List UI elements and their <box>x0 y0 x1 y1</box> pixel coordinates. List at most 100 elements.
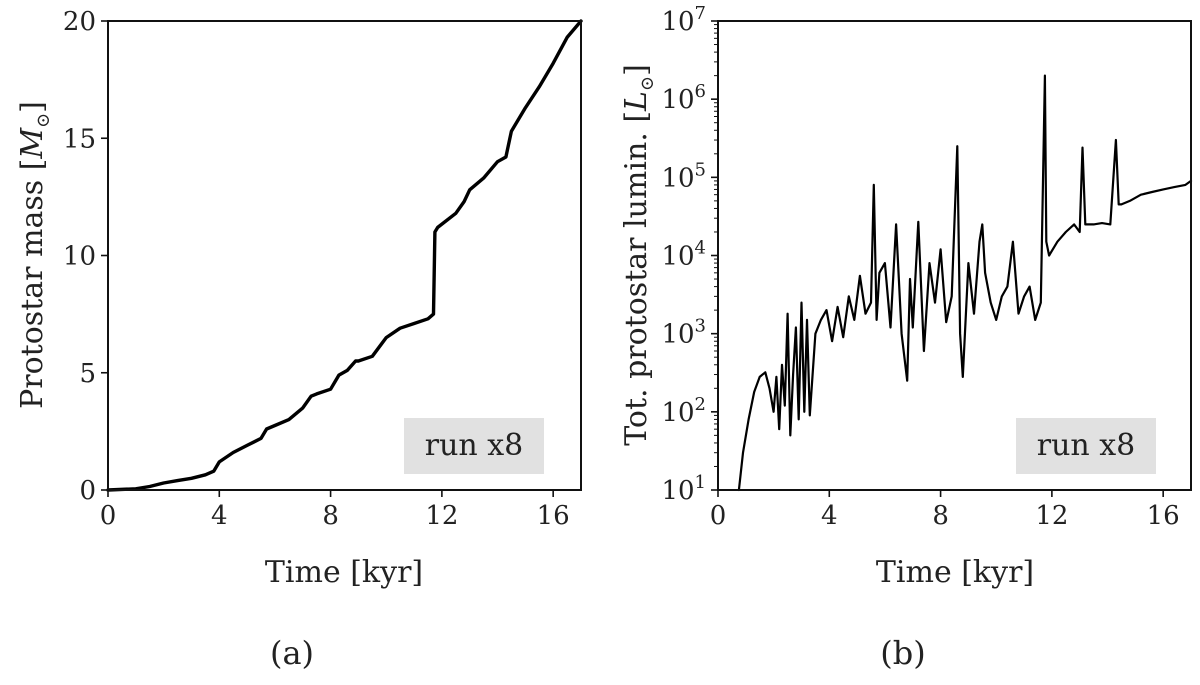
luminosity-data-point <box>864 313 867 315</box>
luminosity-data-point <box>753 391 755 393</box>
luminosity-data-point <box>787 313 789 315</box>
luminosity-data-point <box>1065 231 1067 233</box>
mass-data-point <box>204 474 206 476</box>
luminosity-data-point <box>956 145 958 147</box>
luminosity-data-point <box>809 414 811 416</box>
luminosity-data-point <box>884 262 886 264</box>
luminosity-axis-ticks: 0 4 8 12 16 101 102 103 104 105 106 107 <box>661 3 1179 531</box>
luminosity-y-tick-label: 104 <box>661 238 706 272</box>
luminosity-data-point <box>923 350 925 352</box>
luminosity-data-point <box>1017 313 1020 315</box>
luminosity-data-point <box>1140 194 1142 196</box>
luminosity-y-label-end: ] <box>619 64 654 76</box>
luminosity-data-point <box>773 411 775 413</box>
mass-legend-background <box>404 418 544 474</box>
mass-data-point <box>302 407 304 409</box>
mass-y-tick-label: 20 <box>63 7 96 37</box>
mass-data-point <box>355 360 357 362</box>
mass-data-point <box>163 482 165 484</box>
mass-data-point <box>434 231 436 233</box>
luminosity-y-axis-label: Tot. protostar lumin. [L⊙] <box>619 64 658 446</box>
luminosity-y-tick-label: 106 <box>661 81 706 115</box>
luminosity-data-point <box>984 272 986 274</box>
luminosity-data-point <box>1023 295 1025 297</box>
luminosity-x-tick-label: 16 <box>1147 501 1180 531</box>
mass-data-point <box>177 480 179 482</box>
mass-line-layer <box>106 19 583 492</box>
luminosity-x-tick-label: 8 <box>932 501 949 531</box>
luminosity-data-point <box>759 376 761 378</box>
luminosity-data-point <box>1012 241 1014 243</box>
luminosity-data-point <box>778 428 780 430</box>
luminosity-data-point <box>1101 222 1103 224</box>
luminosity-data-point <box>820 319 822 321</box>
mass-y-label-symbol: M <box>15 127 50 160</box>
luminosity-legend-background <box>1016 418 1156 474</box>
mass-x-tick-label: 4 <box>211 501 228 531</box>
mass-x-tick-label: 0 <box>100 501 117 531</box>
luminosity-data-point <box>831 340 833 342</box>
luminosity-x-axis-label: Time [kyr] <box>876 555 1034 590</box>
mass-x-tick-label: 8 <box>322 501 339 531</box>
mass-y-tick-label: 5 <box>79 359 96 389</box>
luminosity-y-label-subscript: ⊙ <box>637 76 658 91</box>
mass-data-point <box>346 369 348 371</box>
luminosity-data-point <box>959 333 961 335</box>
luminosity-data-point <box>962 376 964 378</box>
luminosity-data-point <box>764 371 766 373</box>
luminosity-data-point <box>1173 186 1175 188</box>
mass-data-point <box>496 161 499 163</box>
luminosity-data-point <box>895 223 897 225</box>
luminosity-data-point <box>859 275 861 277</box>
luminosity-y-tick-label: 105 <box>661 159 706 193</box>
luminosity-data-point <box>806 319 808 321</box>
mass-data-point <box>260 437 262 439</box>
luminosity-data-point <box>784 405 786 407</box>
mass-data-point <box>213 470 215 472</box>
luminosity-data-point <box>800 302 803 304</box>
mass-data-point <box>437 226 439 228</box>
luminosity-data-point <box>789 434 791 436</box>
mass-data-point <box>274 424 276 427</box>
luminosity-data-point <box>906 380 908 382</box>
mass-data-point <box>510 130 512 132</box>
luminosity-data-point <box>1006 286 1009 288</box>
mass-data-point <box>357 360 359 362</box>
luminosity-data-point <box>981 223 983 225</box>
luminosity-data-point <box>876 319 878 321</box>
mass-y-tick-label: 15 <box>63 124 96 154</box>
luminosity-data-point <box>848 295 850 297</box>
caption-a: (a) <box>270 634 314 672</box>
mass-x-tick-label: 16 <box>537 501 570 531</box>
luminosity-data-point <box>1079 231 1081 233</box>
mass-data-point <box>566 36 568 39</box>
luminosity-x-tick-label: 12 <box>1035 501 1068 531</box>
mass-data-point <box>266 428 268 430</box>
mass-data-point <box>413 322 415 325</box>
luminosity-legend-box: run x8 <box>1016 418 1156 474</box>
luminosity-data-point <box>837 306 839 308</box>
mass-data-point <box>524 107 527 109</box>
luminosity-data-point <box>814 333 817 335</box>
luminosity-data-point <box>1129 200 1131 202</box>
mass-data-point <box>463 201 465 203</box>
mass-legend-box: run x8 <box>404 418 544 474</box>
mass-data-point <box>385 337 387 339</box>
mass-y-label-end: ] <box>15 101 50 113</box>
luminosity-chart: 0 4 8 12 16 101 102 103 104 105 106 107 run x8 Time… <box>619 3 1193 672</box>
mass-data-point <box>371 355 373 357</box>
luminosity-data-point <box>928 262 931 264</box>
luminosity-data-point <box>825 309 828 311</box>
luminosity-x-tick-label: 4 <box>821 501 838 531</box>
luminosity-x-tick-label: 0 <box>710 501 727 531</box>
mass-data-point <box>149 485 151 488</box>
luminosity-data-point <box>742 452 744 454</box>
luminosity-y-label-symbol: L <box>619 91 654 112</box>
mass-y-tick-label: 10 <box>63 242 96 272</box>
luminosity-data-point <box>1081 147 1084 149</box>
luminosity-data-point <box>803 411 805 413</box>
luminosity-data-point <box>853 319 855 321</box>
luminosity-data-point <box>1093 223 1095 225</box>
luminosity-data-point <box>1118 203 1120 205</box>
luminosity-data-point <box>1034 319 1036 321</box>
